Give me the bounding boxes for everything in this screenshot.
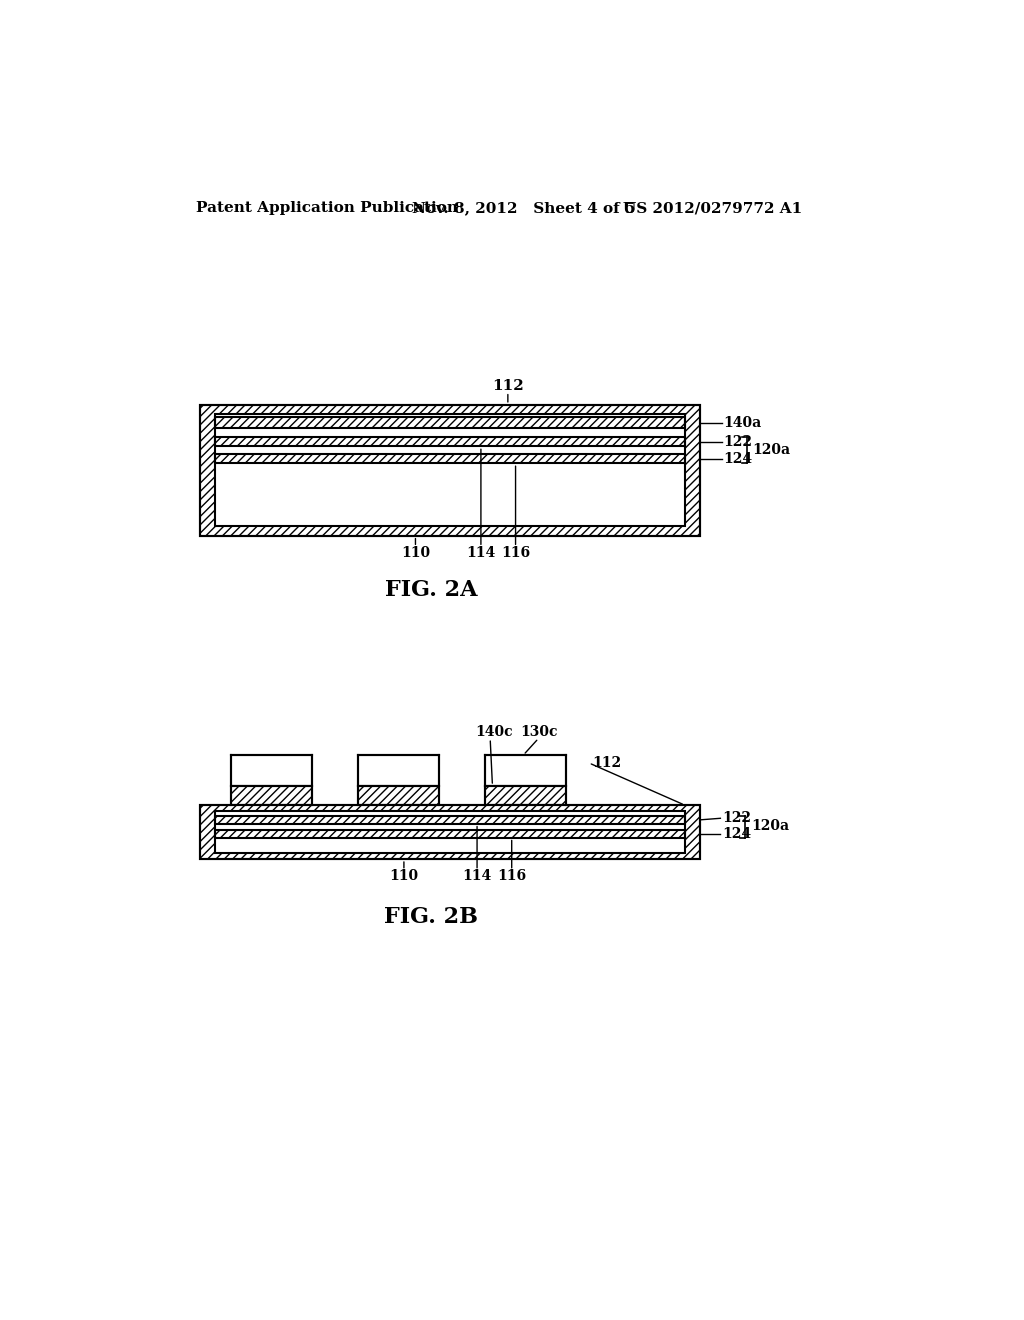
- Bar: [230, 785, 311, 805]
- Text: US 2012/0279772 A1: US 2012/0279772 A1: [624, 202, 803, 215]
- Text: 122: 122: [724, 434, 753, 449]
- Text: 110: 110: [401, 545, 430, 560]
- Bar: [215, 437, 685, 446]
- Bar: [215, 812, 685, 853]
- Text: 110: 110: [389, 869, 419, 883]
- Text: 140a: 140a: [724, 416, 762, 429]
- Bar: [200, 805, 700, 859]
- Text: Nov. 8, 2012   Sheet 4 of 5: Nov. 8, 2012 Sheet 4 of 5: [412, 202, 635, 215]
- Bar: [200, 405, 700, 536]
- Text: 112: 112: [492, 379, 523, 392]
- Text: FIG. 2A: FIG. 2A: [385, 578, 477, 601]
- Bar: [215, 454, 685, 463]
- Text: 114: 114: [463, 869, 492, 883]
- Bar: [215, 830, 685, 838]
- Bar: [215, 414, 685, 527]
- Text: 116: 116: [501, 545, 530, 560]
- Bar: [230, 755, 311, 785]
- Text: 114: 114: [466, 545, 496, 560]
- Text: 124: 124: [722, 826, 751, 841]
- Text: 140c: 140c: [475, 725, 513, 739]
- Text: 122: 122: [722, 812, 751, 825]
- Text: FIG. 2B: FIG. 2B: [384, 906, 478, 928]
- Bar: [357, 785, 438, 805]
- Text: 120a: 120a: [752, 818, 790, 833]
- Bar: [215, 812, 685, 853]
- Bar: [200, 805, 700, 859]
- Bar: [215, 816, 685, 824]
- Text: Patent Application Publication: Patent Application Publication: [196, 202, 458, 215]
- Text: 112: 112: [593, 756, 622, 770]
- Text: 120a: 120a: [753, 444, 791, 457]
- Bar: [215, 414, 685, 527]
- Bar: [484, 755, 565, 785]
- Text: 116: 116: [497, 869, 526, 883]
- Bar: [484, 785, 565, 805]
- Text: 130c: 130c: [520, 725, 557, 739]
- Bar: [215, 417, 685, 428]
- Bar: [200, 405, 700, 536]
- Bar: [357, 755, 438, 785]
- Text: 124: 124: [724, 451, 753, 466]
